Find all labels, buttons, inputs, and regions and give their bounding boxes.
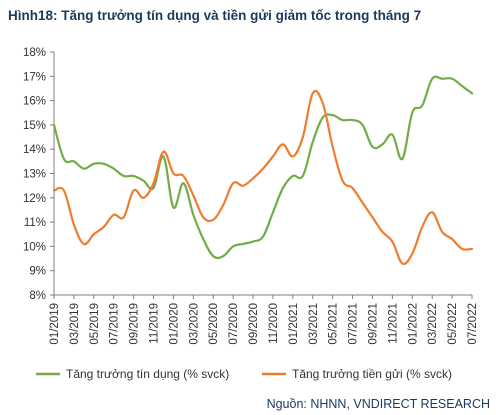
series-line-deposit (52, 89, 474, 265)
legend-label-credit: Tăng trưởng tín dụng (% svck) (66, 367, 229, 381)
chart-source: Nguồn: NHNN, VNDIRECT RESEARCH (267, 397, 490, 411)
x-tick-label: 07/2019 (109, 303, 121, 345)
y-tick-label: 10% (23, 241, 46, 253)
x-tick-label: 09/2020 (248, 303, 260, 345)
x-tick-label: 01/2022 (407, 303, 419, 345)
x-tick-label: 03/2019 (69, 303, 81, 345)
x-tick-label: 05/2021 (328, 303, 340, 345)
x-tick-label: 07/2022 (467, 303, 479, 345)
x-tick-label: 01/2019 (49, 303, 61, 345)
x-tick-label: 01/2020 (168, 303, 180, 345)
x-tick-label: 11/2019 (149, 303, 161, 344)
x-tick-label: 05/2022 (447, 303, 459, 345)
series-line-credit (52, 75, 474, 260)
y-tick-label: 11% (24, 217, 46, 229)
x-tick-label: 07/2020 (228, 303, 240, 345)
y-tick-label: 17% (23, 71, 46, 83)
y-axis-ticks: 8% 9% 10% 11% 12% 13% 14% 15% 16% 17% 18% (23, 47, 54, 302)
x-tick-label: 09/2021 (367, 303, 379, 345)
y-tick-label: 16% (23, 96, 46, 108)
y-tick-label: 14% (23, 144, 46, 156)
series-lines (52, 75, 474, 265)
y-tick-label: 18% (23, 47, 46, 59)
y-tick-label: 9% (29, 266, 46, 278)
y-tick-label: 13% (23, 169, 46, 181)
y-tick-label: 15% (23, 120, 46, 132)
x-tick-label: 05/2020 (208, 303, 220, 345)
x-tick-label: 03/2020 (188, 303, 200, 345)
y-tick-label: 12% (23, 193, 46, 205)
x-tick-label: 01/2021 (288, 303, 300, 345)
x-tick-label: 05/2019 (89, 303, 101, 345)
legend: Tăng trưởng tín dụng (% svck) Tăng trưởng… (36, 367, 452, 381)
x-tick-label: 11/2021 (387, 303, 399, 344)
x-axis-ticks: 01/2019 03/2019 05/2019 07/2019 09/2019 11/20… (49, 295, 479, 345)
x-tick-label: 07/2021 (348, 303, 360, 345)
x-tick-label: 03/2021 (308, 303, 320, 345)
y-tick-label: 8% (29, 290, 46, 302)
legend-label-deposit: Tăng trưởng tiền gửi (% svck) (292, 367, 452, 381)
x-tick-label: 09/2019 (129, 303, 141, 345)
x-tick-label: 03/2022 (427, 303, 439, 345)
x-tick-label: 11/2020 (268, 303, 280, 344)
chart-title: Hình18: Tăng trưởng tín dụng và tiền gửi… (8, 8, 421, 23)
